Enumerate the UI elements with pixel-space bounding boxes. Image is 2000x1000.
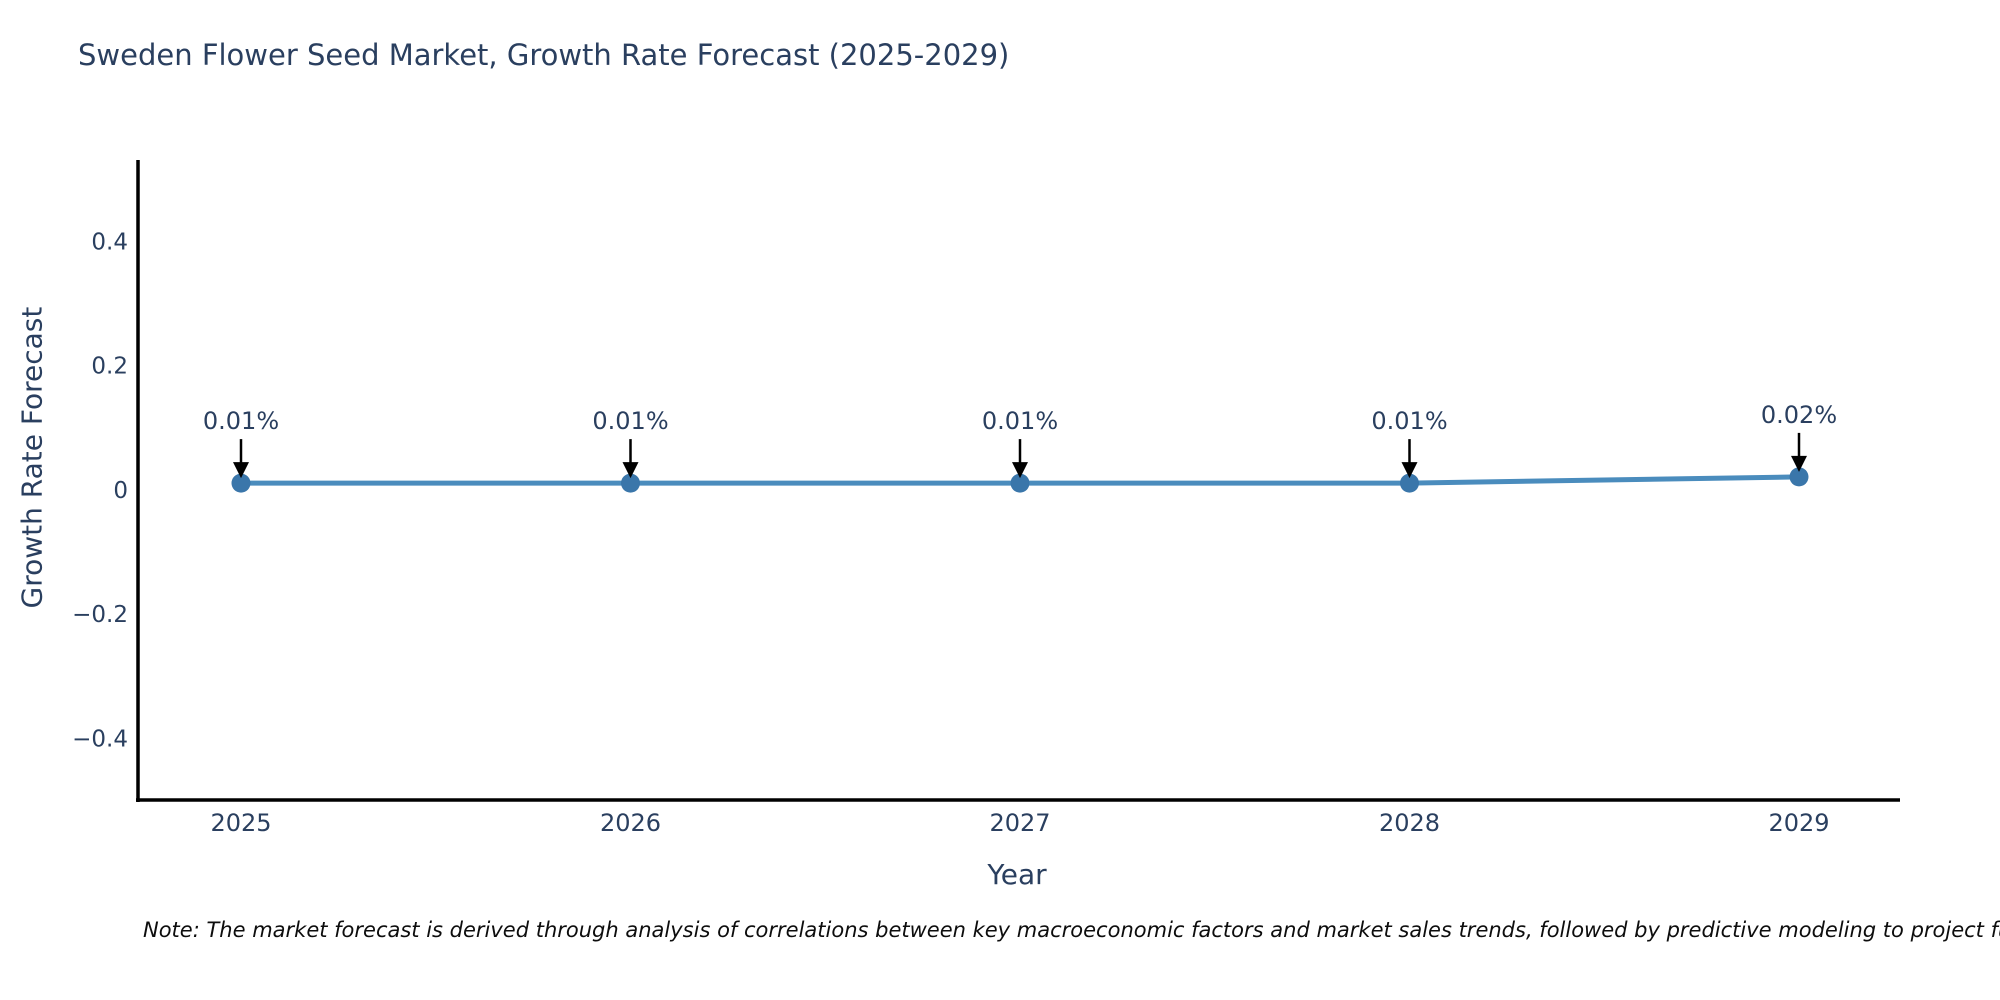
x-tick-label-2028: 2028: [1379, 809, 1440, 837]
point-label-2027: 0.01%: [982, 407, 1058, 435]
y-tick-label: −0.2: [72, 602, 128, 628]
data-point-2026[interactable]: [621, 473, 640, 493]
data-point-2027[interactable]: [1010, 473, 1030, 493]
chart-title: Sweden Flower Seed Market, Growth Rate F…: [78, 38, 1010, 72]
x-tick-label-2026: 2026: [600, 809, 661, 837]
x-axis-title: Year: [987, 858, 1047, 891]
annotation-arrowhead-icon: [622, 462, 639, 479]
footnote: Note: The market forecast is derived thr…: [143, 918, 2000, 942]
annotation-arrowhead-icon: [1791, 455, 1807, 472]
annotation-arrowhead-icon: [233, 462, 249, 479]
x-tick-label-2025: 2025: [210, 809, 271, 837]
x-tick-label-2029: 2029: [1768, 809, 1829, 837]
data-point-2025[interactable]: [231, 473, 251, 493]
data-point-2028[interactable]: [1400, 473, 1419, 493]
point-label-2025: 0.01%: [203, 407, 279, 435]
y-tick-label: 0.2: [91, 354, 128, 380]
point-label-2029: 0.02%: [1761, 401, 1837, 429]
point-label-2026: 0.01%: [592, 407, 668, 435]
data-point-2029[interactable]: [1789, 467, 1809, 487]
x-tick-label-2027: 2027: [989, 809, 1050, 837]
y-tick-label: −0.4: [72, 726, 128, 752]
y-tick-label: 0.4: [91, 229, 128, 255]
y-tick-label: 0: [113, 478, 128, 504]
point-label-2028: 0.01%: [1371, 407, 1447, 435]
annotation-arrowhead-icon: [1401, 462, 1418, 479]
annotation-arrowhead-icon: [1012, 462, 1028, 479]
